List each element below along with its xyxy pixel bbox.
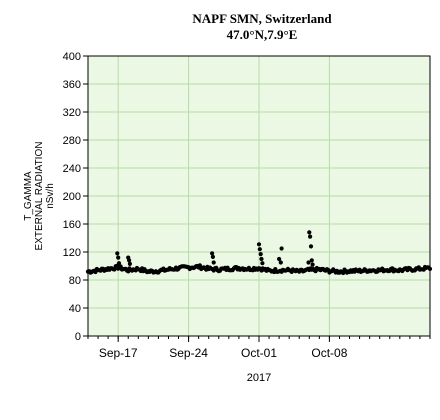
x-tick-label: Oct-01 — [241, 346, 277, 360]
y-tick-label: 160 — [63, 219, 81, 231]
y-tick-label: 320 — [63, 107, 81, 119]
x-tick-label: Sep-17 — [99, 346, 138, 360]
y-axis-label-line: EXTERNAL RADIATION — [34, 142, 45, 251]
data-point-spike — [309, 258, 314, 263]
y-tick-label: 0 — [75, 331, 81, 343]
data-point-spike — [259, 256, 264, 262]
y-tick-label: 200 — [63, 191, 81, 203]
y-tick-label: 120 — [63, 247, 81, 259]
grid — [88, 56, 430, 336]
data-point-spike — [127, 258, 132, 263]
data-point-spike — [127, 261, 132, 266]
data-point-spike — [210, 251, 215, 256]
data-point-spike — [116, 255, 121, 260]
y-axis-label-line: nSv/h — [45, 183, 56, 209]
data-point-spike — [278, 260, 283, 265]
data-point-spike — [279, 246, 284, 251]
data-point-spike — [260, 261, 265, 266]
data-point-spike — [210, 254, 215, 259]
chart-title: NAPF SMN, Switzerland — [192, 11, 332, 26]
plot-border — [87, 55, 431, 337]
data-points — [85, 230, 433, 276]
data-point-spike — [306, 260, 311, 265]
y-tick-label: 280 — [63, 135, 81, 147]
y-tick-label: 40 — [69, 303, 81, 315]
data-point-spike — [115, 251, 120, 256]
data-point-spike — [310, 262, 315, 267]
data-point-spike — [307, 230, 312, 235]
x-axis: Sep-17 Sep-24 Oct-01 Oct-08 — [87, 336, 431, 360]
y-tick-label: 360 — [63, 79, 81, 91]
x-axis-label: 2017 — [247, 372, 271, 384]
data-point-spike — [308, 244, 314, 249]
y-axis: 0 40 80 120 160 200 240 280 320 360 400 — [63, 51, 88, 343]
y-tick-label: 80 — [69, 275, 81, 287]
data-point-spike — [257, 247, 262, 252]
data-point — [112, 267, 117, 272]
y-tick-label: 240 — [63, 163, 81, 175]
data-point-spike — [256, 242, 262, 247]
data-point-spike — [211, 260, 216, 265]
x-tick-label: Oct-08 — [311, 346, 347, 360]
y-axis-label-line: T_GAMMA — [23, 171, 34, 221]
data-point-spike — [277, 256, 282, 262]
plot-frame — [87, 55, 431, 337]
x-tick-label: Sep-24 — [169, 346, 208, 360]
data-point — [197, 263, 202, 268]
y-axis-label: T_GAMMA EXTERNAL RADIATION nSv/h — [23, 142, 56, 251]
data-point-spike — [258, 252, 263, 257]
y-tick-label: 400 — [63, 51, 81, 63]
chart-subtitle: 47.0°N,7.9°E — [227, 27, 298, 42]
data-point-spike — [308, 234, 313, 239]
data-point-spike — [116, 261, 122, 266]
